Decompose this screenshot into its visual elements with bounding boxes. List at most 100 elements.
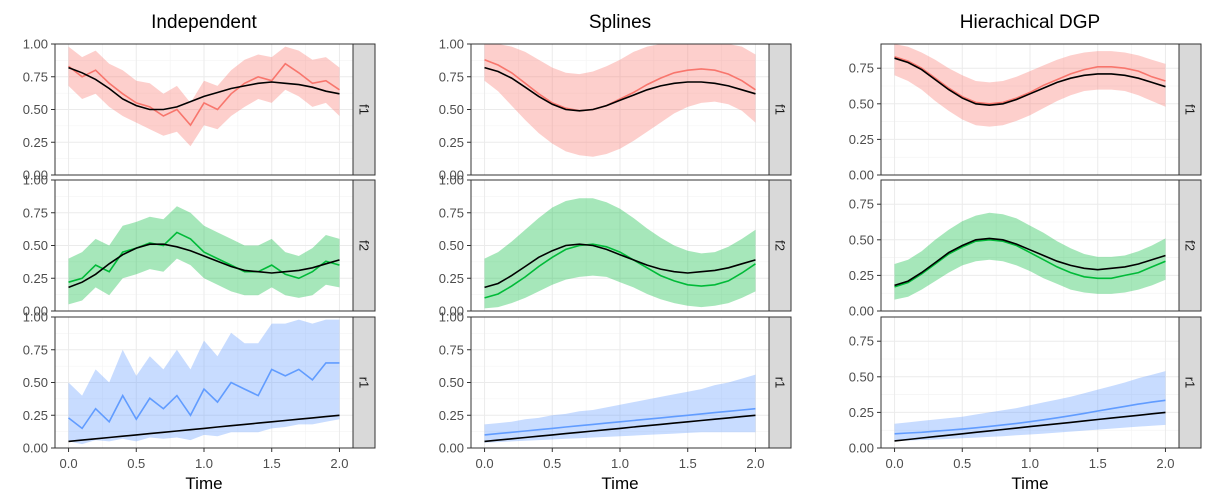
x-axis-label: Time — [601, 474, 638, 493]
credible-band-r1 — [894, 371, 1166, 441]
y-tick-label: 0.75 — [439, 205, 464, 220]
y-tick-label: 0.50 — [439, 238, 464, 253]
truth-line-f2 — [484, 243, 756, 289]
x-tick-label: 1.5 — [263, 456, 281, 471]
truth-line-f1 — [484, 66, 756, 112]
y-tick-label: 0.00 — [23, 168, 48, 183]
y-tick-label: 0.50 — [849, 369, 874, 384]
credible-band-f2 — [484, 198, 756, 309]
x-tick-label: 0.5 — [953, 456, 971, 471]
facet-strip — [768, 43, 792, 176]
y-tick-label: 0.50 — [23, 102, 48, 117]
y-tick-label: 0.00 — [439, 168, 464, 183]
facet-column-3: Hierachical DGP f1 0.00 0.25 0.50 0.75 f2 0.00 0… — [849, 12, 1202, 493]
x-tick-label: 2.0 — [746, 456, 764, 471]
truth-line-f2 — [894, 237, 1166, 287]
y-tick-label: 1.00 — [23, 173, 48, 188]
x-tick-label: 2.0 — [330, 456, 348, 471]
credible-band-r1 — [68, 319, 340, 445]
estimate-line-r1 — [484, 407, 756, 436]
panel-r1: r1 0.00 0.25 0.50 0.75 1.00 0.0 0.5 1.0 1.5 2.0 — [23, 310, 376, 471]
x-tick-label: 0.5 — [543, 456, 561, 471]
y-tick-label: 0.25 — [23, 135, 48, 150]
truth-line-f2 — [68, 243, 340, 289]
facet-strip-label: f1 — [357, 104, 372, 115]
y-tick-label: 0.75 — [439, 69, 464, 84]
y-tick-label: 1.00 — [23, 310, 48, 325]
estimate-line-f1 — [484, 58, 756, 112]
y-tick-label: 0.25 — [849, 132, 874, 147]
y-tick-label: 0.25 — [23, 408, 48, 423]
y-tick-label: 0.50 — [23, 375, 48, 390]
facet-strip — [1178, 43, 1202, 176]
y-tick-label: 0.75 — [849, 334, 874, 349]
facet-column-1: Independent f1 0.00 0.25 0.50 0.75 1.00 f2 0.00 0… — [23, 12, 376, 493]
panel-f2: f2 0.00 0.25 0.50 0.75 1.00 — [439, 173, 792, 319]
panel-f1: f1 0.00 0.25 0.50 0.75 — [849, 43, 1202, 183]
credible-band-r1 — [484, 374, 756, 443]
x-axis-label: Time — [1011, 474, 1048, 493]
truth-line-f1 — [894, 57, 1166, 107]
x-tick-label: 0.0 — [886, 456, 904, 471]
estimate-line-f1 — [68, 62, 340, 127]
y-tick-label: 0.50 — [23, 238, 48, 253]
panel-r1: r1 0.00 0.25 0.50 0.75 0.0 0.5 1.0 1.5 2.0 — [849, 316, 1202, 471]
y-tick-label: 0.50 — [849, 96, 874, 111]
facet-strip-label: r1 — [357, 377, 372, 389]
facet-strip-label: f1 — [773, 104, 788, 115]
truth-line-f1 — [68, 66, 340, 111]
y-tick-label: 1.00 — [439, 37, 464, 52]
facet-column-2: Splines f1 0.00 0.25 0.50 0.75 1.00 f2 0.00 0.25 0… — [439, 12, 792, 493]
y-tick-label: 1.00 — [439, 173, 464, 188]
y-tick-label: 1.00 — [23, 37, 48, 52]
x-tick-label: 0.0 — [60, 456, 78, 471]
y-tick-label: 0.00 — [849, 168, 874, 183]
facet-strip-label: r1 — [773, 377, 788, 389]
y-tick-label: 0.50 — [849, 232, 874, 247]
estimate-line-f1 — [894, 56, 1166, 105]
facet-strip-label: f2 — [1183, 240, 1198, 251]
facet-strip — [1178, 179, 1202, 312]
y-tick-label: 0.00 — [439, 304, 464, 319]
panel-f1: f1 0.00 0.25 0.50 0.75 1.00 — [23, 37, 376, 183]
facet-strip-label: f1 — [1183, 104, 1198, 115]
facet-strip-label: f2 — [773, 240, 788, 251]
facet-strip-label: r1 — [1183, 377, 1198, 389]
panel-f1: f1 0.00 0.25 0.50 0.75 1.00 — [439, 37, 792, 183]
facet-strip — [768, 316, 792, 449]
facet-strip — [352, 316, 376, 449]
x-tick-label: 1.0 — [1021, 456, 1039, 471]
x-tick-label: 2.0 — [1156, 456, 1174, 471]
estimate-line-r1 — [68, 362, 340, 430]
truth-line-r1 — [68, 414, 340, 443]
y-tick-label: 0.25 — [849, 405, 874, 420]
truth-line-r1 — [894, 411, 1166, 442]
y-tick-label: 0.25 — [23, 271, 48, 286]
facet-strip — [1178, 316, 1202, 449]
y-tick-label: 0.75 — [23, 342, 48, 357]
y-tick-label: 0.25 — [439, 271, 464, 286]
y-tick-label: 0.25 — [439, 135, 464, 150]
x-tick-label: 1.5 — [1089, 456, 1107, 471]
y-tick-label: 0.75 — [439, 342, 464, 357]
column-title: Hierachical DGP — [960, 12, 1100, 33]
y-tick-label: 0.50 — [439, 375, 464, 390]
x-tick-label: 0.0 — [476, 456, 494, 471]
y-tick-label: 0.00 — [849, 304, 874, 319]
y-tick-label: 1.00 — [439, 310, 464, 325]
x-axis-label: Time — [185, 474, 222, 493]
x-tick-label: 1.0 — [611, 456, 629, 471]
y-tick-label: 0.50 — [439, 102, 464, 117]
estimate-line-r1 — [894, 399, 1166, 435]
y-tick-label: 0.00 — [23, 441, 48, 456]
y-tick-label: 0.25 — [849, 268, 874, 283]
truth-line-r1 — [484, 414, 756, 443]
panel-f2: f2 0.00 0.25 0.50 0.75 — [849, 179, 1202, 319]
x-tick-label: 1.0 — [195, 456, 213, 471]
y-tick-label: 0.00 — [439, 441, 464, 456]
estimate-line-f2 — [894, 238, 1166, 288]
estimate-line-f2 — [484, 243, 756, 299]
y-tick-label: 0.75 — [849, 197, 874, 212]
y-tick-label: 0.75 — [23, 69, 48, 84]
